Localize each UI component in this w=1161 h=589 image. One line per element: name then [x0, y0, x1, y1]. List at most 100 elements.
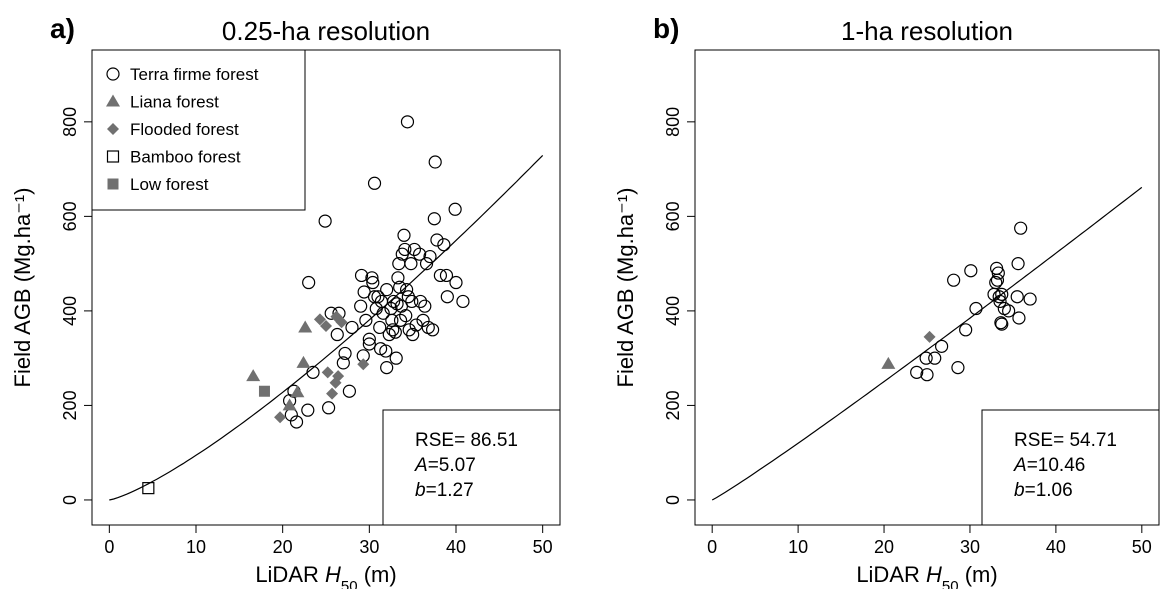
x-tick-label: 20 — [273, 537, 293, 557]
stats-name: b — [415, 480, 426, 501]
legend-label: Bamboo forest — [130, 148, 241, 167]
point — [258, 385, 270, 397]
point — [416, 313, 430, 327]
point — [320, 320, 332, 333]
x-axis-label-part: 50 — [942, 578, 959, 589]
legend-marker — [107, 123, 119, 135]
x-tick-label: 20 — [874, 537, 894, 557]
point — [393, 280, 407, 294]
x-axis-label-part: H — [926, 562, 942, 587]
point — [382, 327, 396, 342]
point — [437, 238, 451, 252]
stats-sep: = — [1027, 455, 1038, 476]
stats-line: b=1.06 — [1014, 480, 1073, 501]
legend-label: Low forest — [130, 175, 209, 194]
point — [373, 320, 387, 335]
x-axis-label-part: 50 — [341, 578, 358, 589]
stats-value: 86.51 — [470, 430, 518, 451]
stats-sep: = — [1025, 480, 1036, 501]
point — [405, 294, 419, 309]
stats-name: b — [1014, 480, 1025, 501]
x-axis-label-part: LiDAR — [255, 562, 325, 587]
stats-value: 1.06 — [1036, 480, 1073, 501]
point — [335, 316, 348, 329]
point — [296, 355, 311, 368]
y-tick-label: 0 — [663, 495, 683, 505]
point — [448, 202, 462, 216]
x-axis-label: LiDAR H50 (m) — [856, 562, 997, 589]
point — [366, 275, 380, 290]
point — [342, 384, 356, 398]
fit-curve — [109, 154, 544, 501]
stats-box — [981, 409, 1160, 526]
point — [399, 309, 413, 323]
legend-marker — [106, 150, 120, 163]
point — [318, 214, 332, 228]
point — [989, 275, 1003, 290]
point — [313, 313, 326, 326]
point — [367, 176, 382, 190]
point — [995, 317, 1009, 331]
x-tick-label: 50 — [1132, 537, 1152, 557]
stats-value: 54.71 — [1069, 430, 1117, 451]
stats-line: RSE= 54.71 — [1014, 430, 1117, 451]
x-tick-label: 40 — [1046, 537, 1066, 557]
point — [362, 332, 376, 346]
point — [390, 297, 404, 311]
point — [400, 283, 414, 297]
stats-value: 10.46 — [1038, 455, 1086, 476]
legend-label: Flooded forest — [130, 120, 239, 139]
stats-name: RSE — [415, 430, 454, 451]
point — [301, 403, 315, 417]
point — [449, 275, 463, 290]
point — [289, 415, 304, 429]
point — [947, 273, 961, 287]
x-tick-label: 10 — [788, 537, 808, 557]
point — [398, 242, 412, 257]
y-tick-label: 200 — [663, 390, 683, 420]
point — [910, 365, 924, 379]
point — [964, 264, 978, 278]
stats-name: A — [414, 455, 428, 476]
point — [923, 330, 936, 343]
point — [407, 242, 421, 257]
point — [456, 294, 470, 309]
point — [386, 323, 400, 337]
stats-line: A=10.46 — [1013, 455, 1085, 476]
x-tick-label: 10 — [186, 537, 206, 557]
point — [306, 365, 320, 379]
point — [142, 482, 155, 495]
y-tick-label: 200 — [60, 390, 80, 420]
point — [406, 327, 420, 342]
point — [959, 323, 973, 337]
point — [919, 351, 933, 365]
legend-marker — [107, 178, 119, 190]
point — [385, 313, 399, 327]
x-axis-label: LiDAR H50 (m) — [255, 562, 396, 589]
point — [393, 313, 408, 327]
point — [354, 268, 369, 283]
point — [1010, 290, 1024, 304]
point — [362, 337, 376, 351]
point — [387, 294, 401, 309]
point — [1012, 311, 1026, 325]
point — [990, 273, 1005, 287]
point — [991, 266, 1005, 280]
point — [330, 327, 344, 342]
point — [359, 313, 373, 327]
point — [995, 287, 1009, 301]
x-axis-label-part: H — [325, 562, 341, 587]
point — [439, 268, 454, 283]
legend-label: Terra firme forest — [130, 65, 259, 84]
point — [345, 320, 359, 335]
x-tick-label: 40 — [446, 537, 466, 557]
point — [388, 325, 402, 339]
point — [401, 290, 415, 304]
point — [419, 257, 434, 271]
legend: Terra firme forest Liana forest Flooded fo… — [91, 49, 306, 211]
stats-box — [382, 409, 561, 526]
legend-marker — [106, 94, 120, 107]
y-tick-label: 600 — [60, 201, 80, 231]
point — [881, 356, 896, 369]
point — [433, 268, 447, 283]
